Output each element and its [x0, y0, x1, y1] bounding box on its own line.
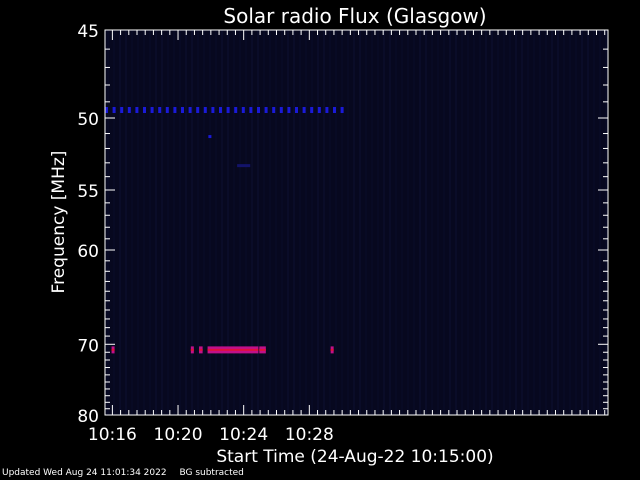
y-tick-label: 50 — [77, 110, 99, 130]
interference-line — [165, 107, 169, 113]
interference-line — [226, 107, 230, 113]
interference-line — [249, 107, 253, 113]
interference-line — [333, 107, 336, 113]
y-axis-label: Frequency [MHz] — [49, 151, 69, 294]
chart-title: Solar radio Flux (Glasgow) — [223, 4, 486, 28]
y-tick-label: 70 — [77, 336, 99, 356]
interference-line — [325, 107, 329, 113]
band-70-b-core — [190, 348, 194, 351]
interference-line — [127, 107, 131, 113]
x-axis-label: Start Time (24-Aug-22 10:15:00) — [216, 447, 493, 467]
interference-line — [143, 107, 146, 113]
bg-note: BG subtracted — [179, 468, 244, 478]
interference-line — [234, 107, 238, 113]
interference-line — [257, 107, 260, 113]
interference-line — [211, 107, 215, 113]
x-tick-label: 10:20 — [154, 425, 203, 445]
y-tick-label: 55 — [77, 182, 99, 202]
interference-line — [203, 107, 207, 113]
interference-line — [150, 107, 154, 113]
plot-frame — [104, 29, 609, 416]
x-tick-label: 10:24 — [219, 425, 268, 445]
y-tick-label: 45 — [77, 22, 99, 42]
interference-line — [340, 107, 344, 113]
interference-dot — [208, 135, 212, 139]
interference-line — [287, 107, 291, 113]
band-70-c-core — [199, 348, 203, 351]
interference-line — [219, 107, 222, 113]
interference-line — [302, 107, 306, 113]
interference-line — [112, 107, 116, 113]
footer: Updated Wed Aug 24 11:01:34 2022 BG subt… — [2, 468, 254, 478]
interference-line — [310, 107, 314, 113]
x-tick-label: 10:28 — [285, 425, 334, 445]
y-tick-label: 60 — [77, 242, 99, 262]
interference-line — [272, 107, 276, 113]
band-70-f-core — [330, 348, 334, 351]
interference-line — [188, 107, 192, 113]
interference-line — [181, 107, 184, 113]
band-70-d-core — [207, 348, 259, 351]
band-70-e-core — [259, 348, 266, 351]
interference-line — [317, 107, 321, 113]
interference-line — [120, 107, 124, 113]
plot-background — [105, 30, 608, 415]
interference-line — [158, 107, 162, 113]
interference-line — [295, 107, 298, 113]
interference-line — [135, 107, 139, 113]
interference-line — [264, 107, 268, 113]
faint-segment — [237, 164, 251, 168]
interference-line — [279, 107, 283, 113]
interference-line — [241, 107, 245, 113]
interference-line — [173, 107, 177, 113]
band-70-a-core — [111, 348, 115, 351]
interference-line — [105, 107, 108, 113]
interference-line — [196, 107, 200, 113]
updated-timestamp: Updated Wed Aug 24 11:01:34 2022 — [2, 468, 167, 478]
x-tick-label: 10:16 — [88, 425, 137, 445]
y-tick-label: 80 — [77, 407, 99, 427]
